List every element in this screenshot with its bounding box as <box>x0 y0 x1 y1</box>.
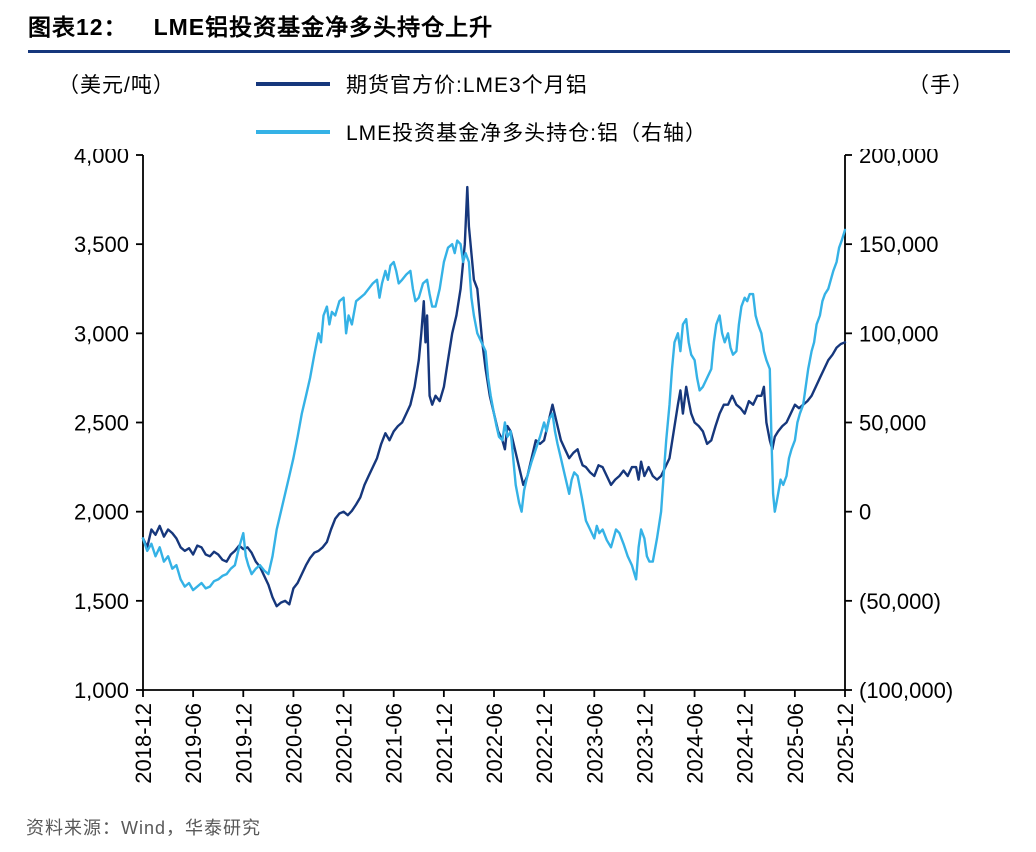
figure-title: 图表12： LME铝投资基金净多头持仓上升 <box>0 10 1036 44</box>
x-tick-label: 2022-12 <box>532 703 557 784</box>
legend-swatch <box>256 130 330 134</box>
x-tick-label: 2021-12 <box>432 703 457 784</box>
x-tick-label: 2020-12 <box>332 703 357 784</box>
legend-label: 期货官方价:LME3个月铝 <box>346 74 588 97</box>
right-axis-unit: （手） <box>908 74 974 97</box>
left-axis-unit: （美元/吨） <box>58 74 175 97</box>
title-underline <box>28 50 1010 53</box>
left-tick-label: 2,500 <box>74 411 129 436</box>
left-tick-label: 3,000 <box>74 321 129 346</box>
positions-line <box>141 228 847 592</box>
right-tick-label: 200,000 <box>859 149 939 168</box>
left-tick-label: 2,000 <box>74 500 129 525</box>
legend-item-positions: LME投资基金净多头持仓:铝（右轴） <box>256 117 707 147</box>
x-tick-label: 2024-06 <box>683 703 708 784</box>
x-tick-label: 2025-12 <box>833 703 858 784</box>
price-line <box>141 185 847 608</box>
x-tick-label: 2025-06 <box>783 703 808 784</box>
x-tick-label: 2019-06 <box>181 703 206 784</box>
x-tick-label: 2018-12 <box>131 703 156 784</box>
x-tick-label: 2020-06 <box>281 703 306 784</box>
source-note: 资料来源：Wind，华泰研究 <box>26 818 262 838</box>
legend-item-price: 期货官方价:LME3个月铝 <box>256 69 588 99</box>
right-tick-label: 0 <box>859 500 871 525</box>
right-tick-label: (50,000) <box>859 589 941 614</box>
right-tick-label: 150,000 <box>859 232 939 257</box>
x-tick-label: 2021-06 <box>382 703 407 784</box>
legend-swatch <box>256 82 330 86</box>
right-tick-label: (100,000) <box>859 678 953 703</box>
x-tick-label: 2023-12 <box>632 703 657 784</box>
right-tick-label: 50,000 <box>859 411 926 436</box>
figure-title-text: LME铝投资基金净多头持仓上升 <box>153 14 494 40</box>
legend-label: LME投资基金净多头持仓:铝（右轴） <box>346 122 708 145</box>
left-tick-label: 1,500 <box>74 589 129 614</box>
figure-number: 图表12： <box>28 14 128 40</box>
x-tick-label: 2023-06 <box>582 703 607 784</box>
line-chart: 4,000 3,500 3,000 2,500 2,000 1,500 1,000 200,0… <box>74 149 953 784</box>
left-tick-label: 1,000 <box>74 678 129 703</box>
x-tick-label: 2019-12 <box>231 703 256 784</box>
left-tick-label: 4,000 <box>74 149 129 168</box>
x-tick-label: 2024-12 <box>733 703 758 784</box>
legend-area: （美元/吨） 期货官方价:LME3个月铝 （手） LME投资基金净多头持仓:铝（… <box>0 53 1036 149</box>
right-tick-label: 100,000 <box>859 321 939 346</box>
left-tick-label: 3,500 <box>74 232 129 257</box>
x-tick-label: 2022-06 <box>482 703 507 784</box>
